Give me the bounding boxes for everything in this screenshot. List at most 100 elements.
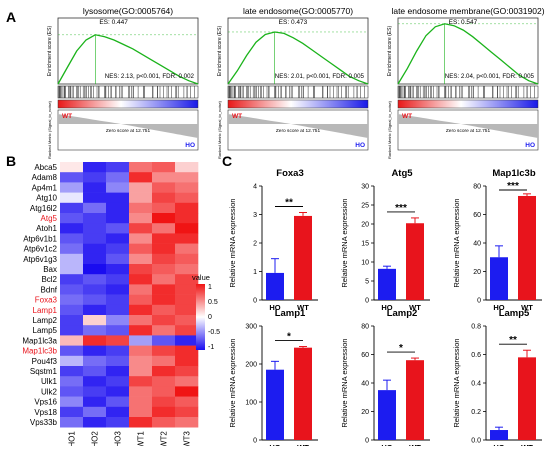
gsea-stats: NES: 2.13, p<0.001, FDR: 0.002 <box>105 73 195 80</box>
heatmap-cell <box>152 376 176 387</box>
heatmap-gene-label: Bdnf <box>41 285 58 294</box>
heatmap-cell <box>129 325 153 336</box>
heatmap-gene-label: Atp6v1c2 <box>24 245 58 254</box>
heatmap-cell <box>106 325 130 336</box>
heatmap-cell <box>106 162 130 173</box>
bar-chart-y-tick-label: 80 <box>473 184 481 191</box>
gsea-es-label: ES: 0.447 <box>99 19 128 26</box>
heatmap-cell <box>175 366 199 377</box>
bar-chart-y-tick-label: 0 <box>253 438 257 445</box>
heatmap-cell <box>60 202 84 214</box>
heatmap-cell <box>83 172 107 183</box>
bar-chart-foxa3: Foxa3 Relative mRNA expression 0 1 2 3 4 HO WT ** <box>228 168 318 312</box>
heatmap-cell <box>60 417 84 428</box>
bar-chart-y-tick-label: 10 <box>361 260 369 267</box>
heatmap-cell <box>60 192 84 204</box>
gsea-zero-score: Zero score at 12.751 <box>106 128 151 134</box>
heatmap-cell <box>175 274 199 285</box>
bar-chart-y-tick-label: 20 <box>473 269 481 276</box>
bar-chart-y-tick-label: 0.8 <box>471 324 481 331</box>
heatmap-cell <box>106 182 130 193</box>
heatmap-cell <box>106 355 130 367</box>
heatmap-cell <box>152 202 176 214</box>
gsea-ho-label: HO <box>355 142 365 149</box>
heatmap-cell <box>83 213 107 224</box>
heatmap-cell <box>152 396 176 408</box>
heatmap-cell <box>175 162 199 173</box>
bar-chart-title: Foxa3 <box>276 168 303 179</box>
heatmap-gene-label: Map1lc3a <box>22 336 57 345</box>
heatmap-cell <box>60 284 84 295</box>
heatmap-cell <box>152 325 176 336</box>
heatmap-sample-label: HO1 <box>68 431 77 446</box>
heatmap-cell <box>175 284 199 295</box>
heatmap-gene-label: Atp6v1g3 <box>23 255 57 264</box>
heatmap-cell <box>83 233 107 244</box>
heatmap-cell <box>129 396 153 408</box>
heatmap-cell <box>152 335 176 346</box>
heatmap-cell <box>60 274 84 285</box>
heatmap-cell <box>175 396 199 408</box>
bar-wt <box>294 347 312 440</box>
heatmap-cell <box>175 386 199 397</box>
gsea-hit-ticks <box>58 86 195 98</box>
gsea-rank-gradient <box>57 99 199 109</box>
heatmap-cell <box>152 304 176 316</box>
heatmap-cell <box>106 376 130 387</box>
bar-chart-y-tick-label: 0.4 <box>471 381 481 388</box>
heatmap-cell <box>175 294 199 306</box>
heatmap-cell <box>60 233 84 244</box>
bar-chart-y-tick-label: 2 <box>253 241 257 248</box>
heatmap-legend-tick: 1 <box>208 284 212 291</box>
heatmap-sample-label: HO2 <box>91 431 100 446</box>
gsea-zero-score: Zero score at 12.751 <box>276 128 321 134</box>
heatmap-gene-label: Bax <box>43 265 57 274</box>
heatmap-cell <box>152 345 176 357</box>
gsea-stats: NES: 2.01, p<0.001, FDR: 0.005 <box>275 73 365 80</box>
heatmap-cell <box>83 243 107 255</box>
heatmap-cell <box>175 355 199 367</box>
heatmap-sample-label: WT3 <box>183 431 192 446</box>
heatmap-cell <box>152 253 176 265</box>
heatmap-cell <box>175 182 199 193</box>
gsea-zero-score: Zero score at 12.751 <box>446 128 491 134</box>
bar-chart-ylabel: Relative mRNA expression <box>340 198 349 287</box>
bar-wt <box>294 215 312 300</box>
bar-chart-y-tick-label: 0.6 <box>471 352 481 359</box>
gsea-es-ylabel: Enrichment score (ES) <box>47 26 53 77</box>
heatmap-cell <box>106 233 130 244</box>
bar-wt <box>518 357 536 440</box>
bar-chart-y-tick-label: 0.2 <box>471 409 481 416</box>
gsea-es-label: ES: 0.473 <box>279 19 308 26</box>
bar-chart-y-tick-label: 0 <box>477 298 481 305</box>
heatmap-cell <box>83 417 107 428</box>
heatmap-cell <box>106 366 130 377</box>
bar-chart-y-tick-label: 20 <box>361 222 369 229</box>
heatmap-cell <box>60 366 84 377</box>
gsea-es-frame <box>397 17 539 85</box>
heatmap-gene-label: Sqstm1 <box>30 367 58 376</box>
heatmap-cell <box>83 376 107 387</box>
bar-chart-atg5: Atg5 Relative mRNA expression 0 5 10 15 20 25 30… <box>340 168 430 312</box>
bar-ho <box>266 369 284 440</box>
gsea-es-frame <box>57 17 199 85</box>
heatmap-legend-tick: -1 <box>208 344 214 351</box>
heatmap-gene-label: Atg16l2 <box>30 204 58 213</box>
heatmap-cell <box>106 345 130 357</box>
heatmap-legend-tick: 0 <box>208 314 212 321</box>
heatmap-cell <box>106 417 130 428</box>
heatmap-cell <box>129 315 153 326</box>
heatmap-cell <box>175 335 199 346</box>
heatmap-cell <box>129 335 153 346</box>
heatmap-gene-label: Atoh1 <box>36 224 57 233</box>
heatmap-cell <box>152 386 176 397</box>
heatmap-cell <box>83 355 107 367</box>
gsea-wt-label: WT <box>232 113 242 120</box>
bar-wt <box>406 223 424 300</box>
heatmap-cell <box>83 325 107 336</box>
bar-chart-y-tick-label: 40 <box>361 381 369 388</box>
heatmap-gene-label: Foxa3 <box>35 296 58 305</box>
heatmap-sample-label: HO3 <box>114 431 123 446</box>
